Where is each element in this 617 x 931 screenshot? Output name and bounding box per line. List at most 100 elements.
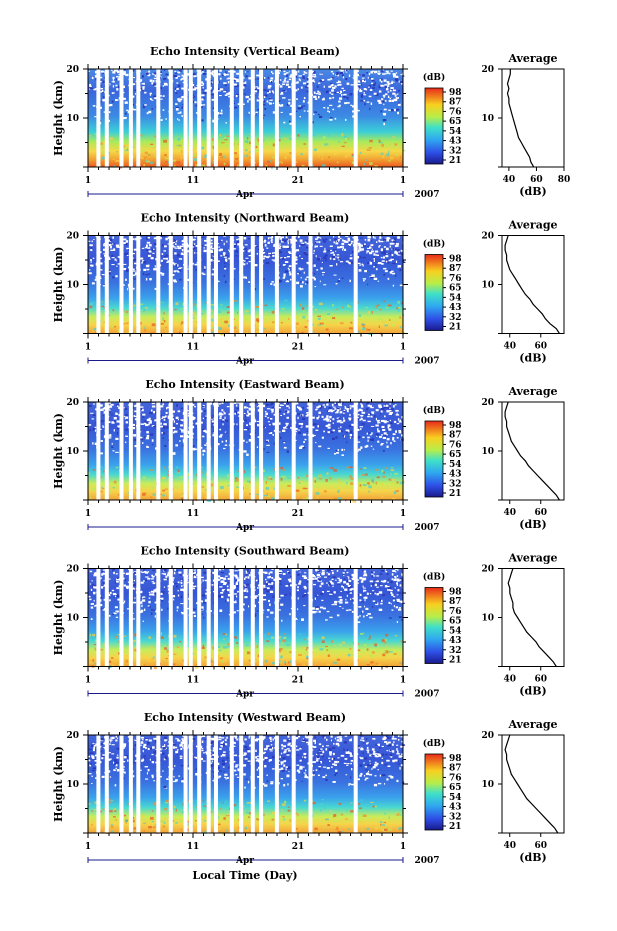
speckle bbox=[142, 596, 146, 598]
speckle bbox=[289, 75, 292, 78]
speckle bbox=[88, 70, 90, 72]
speckle bbox=[372, 86, 375, 89]
speckle bbox=[379, 436, 382, 438]
speckle bbox=[109, 104, 113, 107]
speckle bbox=[302, 406, 305, 410]
speckle bbox=[167, 260, 170, 263]
speckle bbox=[177, 419, 179, 421]
speckle bbox=[324, 143, 329, 147]
speckle bbox=[386, 645, 388, 647]
speckle bbox=[94, 442, 98, 445]
speckle bbox=[391, 253, 394, 257]
speckle bbox=[98, 490, 103, 493]
speckle bbox=[235, 250, 238, 253]
speckle bbox=[342, 641, 346, 644]
speckle bbox=[235, 94, 238, 98]
speckle bbox=[341, 454, 344, 456]
speckle bbox=[254, 90, 257, 93]
speckle bbox=[335, 283, 338, 285]
speckle bbox=[262, 103, 266, 106]
speckle bbox=[141, 83, 145, 85]
speckle bbox=[312, 578, 315, 580]
speckle bbox=[219, 586, 223, 588]
speckle bbox=[179, 476, 184, 478]
speckle bbox=[337, 577, 340, 579]
speckle bbox=[132, 423, 135, 426]
speckle bbox=[122, 69, 126, 71]
speckle bbox=[312, 78, 315, 81]
speckle bbox=[337, 417, 341, 420]
speckle bbox=[283, 79, 286, 82]
speckle bbox=[146, 418, 150, 422]
speckle bbox=[124, 253, 128, 256]
speckle bbox=[113, 612, 117, 615]
speckle bbox=[132, 253, 135, 255]
speckle bbox=[165, 326, 168, 328]
speckle bbox=[318, 405, 321, 408]
speckle bbox=[100, 404, 103, 407]
data-gap bbox=[119, 401, 124, 500]
speckle bbox=[282, 239, 286, 242]
speckle bbox=[312, 74, 316, 76]
speckle bbox=[332, 422, 334, 424]
speckle bbox=[339, 92, 342, 94]
speckle bbox=[378, 246, 380, 248]
colorbar-tick-label: 76 bbox=[449, 440, 462, 450]
speckle bbox=[233, 327, 236, 330]
speckle bbox=[256, 318, 260, 321]
speckle bbox=[286, 74, 288, 77]
speckle bbox=[91, 580, 93, 582]
speckle bbox=[315, 492, 320, 495]
speckle bbox=[370, 439, 372, 441]
speckle bbox=[347, 653, 351, 657]
speckle bbox=[179, 278, 182, 281]
speckle bbox=[111, 92, 114, 94]
speckle bbox=[279, 648, 283, 651]
speckle bbox=[357, 262, 361, 264]
speckle bbox=[262, 77, 265, 80]
speckle bbox=[255, 113, 257, 116]
speckle bbox=[307, 579, 309, 581]
x-tick-label: 11 bbox=[187, 176, 200, 186]
speckle bbox=[265, 578, 267, 581]
speckle bbox=[187, 278, 191, 281]
speckle bbox=[140, 247, 142, 249]
speckle bbox=[91, 257, 93, 260]
speckle bbox=[172, 577, 175, 579]
speckle bbox=[329, 104, 333, 106]
speckle bbox=[361, 77, 365, 79]
speckle bbox=[316, 496, 319, 499]
speckle bbox=[142, 86, 145, 89]
speckle bbox=[347, 154, 350, 157]
speckle bbox=[236, 72, 240, 75]
speckle bbox=[282, 639, 287, 642]
speckle bbox=[337, 75, 339, 77]
speckle bbox=[302, 316, 306, 319]
beam-panel-3: Echo Intensity (Southward Beam)1020Heigh… bbox=[52, 545, 565, 700]
speckle bbox=[266, 587, 270, 590]
speckle bbox=[388, 99, 392, 102]
speckle bbox=[306, 412, 309, 414]
speckle bbox=[100, 596, 102, 599]
speckle bbox=[134, 571, 138, 573]
speckle bbox=[247, 237, 251, 240]
speckle bbox=[285, 270, 289, 273]
speckle bbox=[388, 159, 391, 162]
speckle bbox=[317, 323, 321, 326]
average-y-tick-label: 10 bbox=[481, 447, 494, 457]
speckle bbox=[244, 81, 247, 84]
speckle bbox=[369, 580, 374, 583]
speckle bbox=[365, 159, 368, 161]
speckle bbox=[117, 405, 119, 407]
speckle bbox=[273, 413, 276, 416]
speckle bbox=[322, 260, 324, 263]
speckle bbox=[180, 588, 184, 591]
speckle bbox=[331, 578, 334, 580]
speckle bbox=[306, 580, 309, 583]
colorbar-tick-label: 65 bbox=[449, 117, 462, 127]
speckle bbox=[357, 80, 361, 83]
speckle bbox=[234, 78, 237, 80]
average-xlabel: (dB) bbox=[519, 352, 546, 365]
speckle bbox=[254, 264, 258, 267]
speckle bbox=[374, 579, 377, 581]
